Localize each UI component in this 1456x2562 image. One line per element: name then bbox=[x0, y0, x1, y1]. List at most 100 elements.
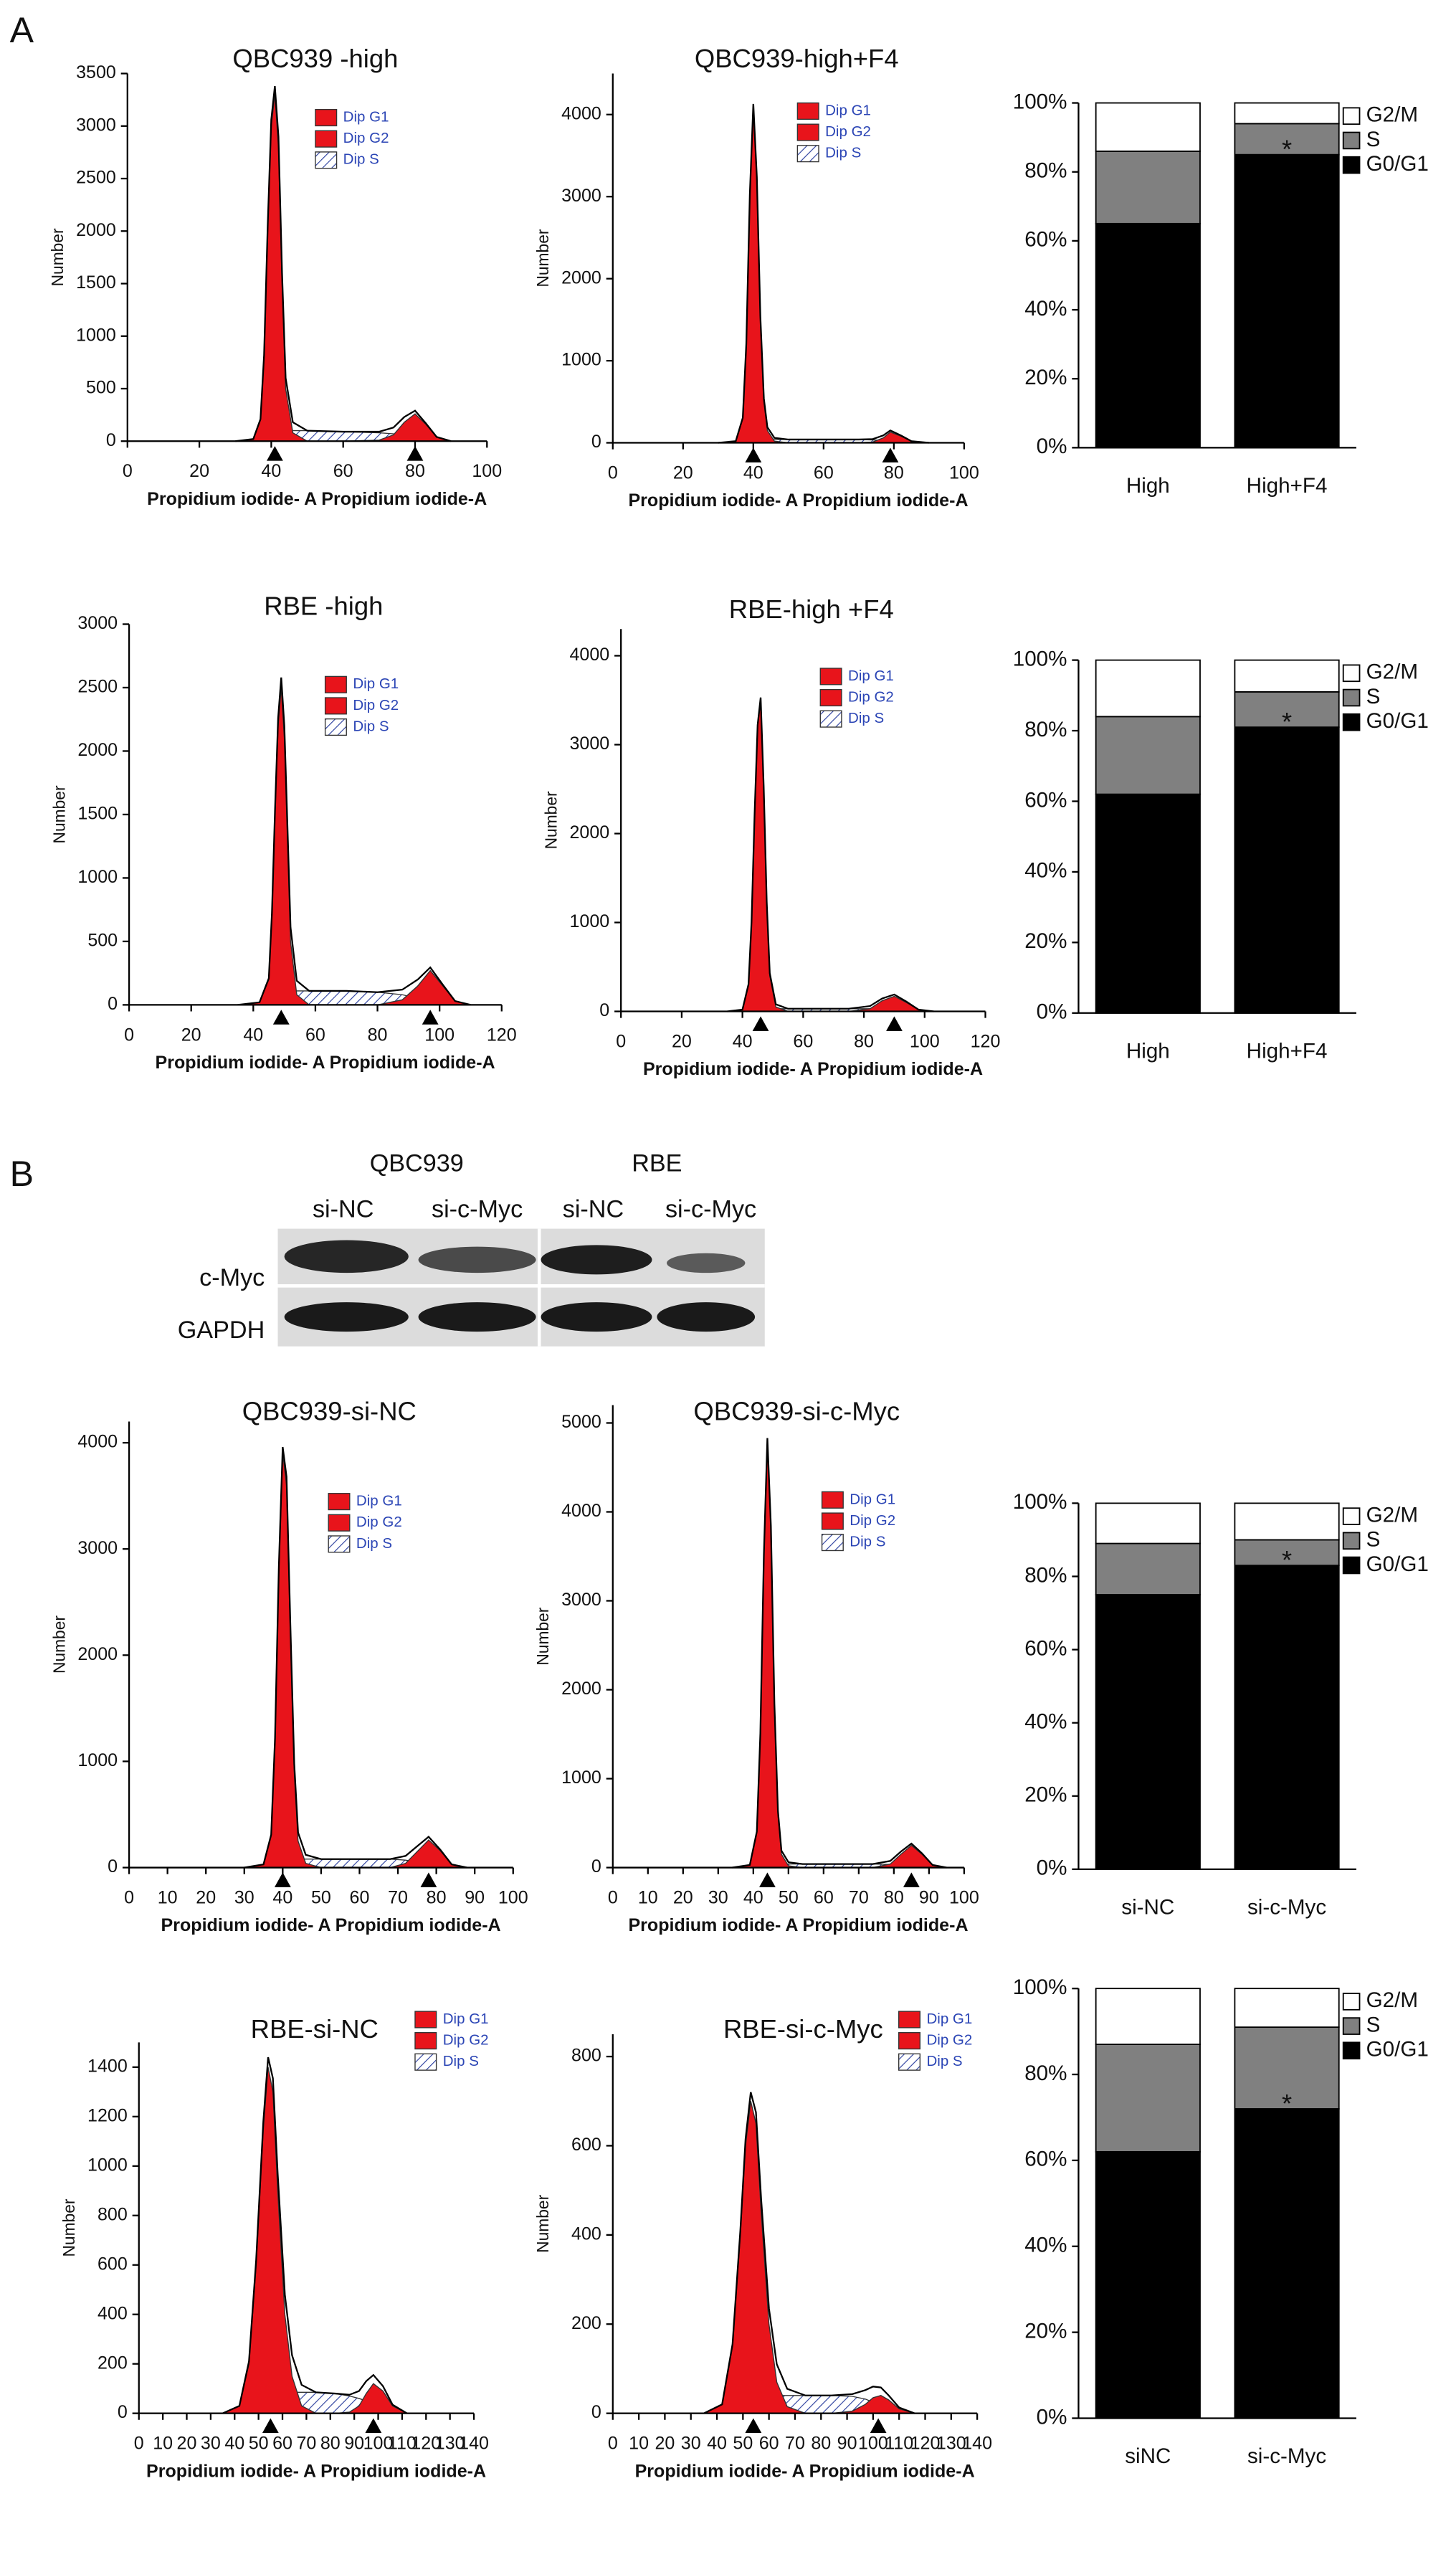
legend-label: Dip G1 bbox=[356, 1493, 402, 1509]
x-tick-label: 20 bbox=[181, 1025, 201, 1045]
bar-segment bbox=[1234, 123, 1340, 156]
chart-title: QBC939-si-c-Myc bbox=[693, 1397, 900, 1426]
x-tick-label: 60 bbox=[759, 2434, 779, 2454]
x-tick-label: 60 bbox=[350, 1887, 370, 1907]
bar-segment bbox=[1095, 2150, 1201, 2419]
legend-label: Dip S bbox=[353, 718, 389, 734]
bar-segment bbox=[1095, 102, 1201, 152]
area bbox=[703, 2101, 915, 2414]
legend-swatch bbox=[324, 675, 347, 693]
legend-swatch bbox=[796, 123, 819, 141]
x-axis-label: Propidium iodide- A Propidium iodide-A bbox=[635, 2461, 975, 2481]
blot-lane: si-NC bbox=[313, 1196, 373, 1223]
x-tick-label: 100 bbox=[858, 2434, 888, 2454]
peak-marker bbox=[745, 447, 762, 462]
legend-label: Dip G2 bbox=[356, 1514, 402, 1530]
y-tick-label: 5000 bbox=[561, 1412, 601, 1432]
y-tick-label: 80% bbox=[1024, 1563, 1067, 1587]
bar-segment bbox=[1095, 2044, 1201, 2153]
blot-band bbox=[284, 1302, 409, 1332]
x-tick-label: 130 bbox=[435, 2434, 465, 2454]
x-tick-label: 70 bbox=[388, 1887, 408, 1907]
bar-segment bbox=[1234, 1988, 1340, 2029]
y-tick-label: 2500 bbox=[77, 677, 118, 697]
y-tick-label: 3000 bbox=[76, 115, 116, 135]
y-tick-label: 60% bbox=[1024, 228, 1067, 252]
blot-band bbox=[284, 1240, 409, 1273]
significance-mark: * bbox=[1282, 135, 1292, 164]
y-axis-label: Number bbox=[533, 1607, 552, 1665]
bar-segment bbox=[1234, 153, 1340, 449]
chart-title: QBC939 -high bbox=[232, 44, 398, 73]
y-tick-label: 20% bbox=[1024, 366, 1067, 389]
area bbox=[222, 2067, 407, 2414]
x-tick-label: 80 bbox=[854, 1031, 874, 1051]
x-tick-label: 50 bbox=[311, 1887, 331, 1907]
x-tick-label: 90 bbox=[919, 1887, 939, 1907]
legend-label: Dip G1 bbox=[443, 2011, 489, 2027]
legend-swatch bbox=[1342, 156, 1361, 174]
x-tick-label: 40 bbox=[261, 461, 281, 481]
y-tick-label: 1000 bbox=[77, 867, 118, 887]
x-tick-label: 120 bbox=[910, 2434, 941, 2454]
x-tick-label: 40 bbox=[743, 1887, 763, 1907]
x-tick-label: 80 bbox=[427, 1887, 447, 1907]
x-tick-label: 20 bbox=[655, 2434, 675, 2454]
legend-label: Dip G2 bbox=[926, 2032, 972, 2049]
y-tick-label: 400 bbox=[97, 2303, 128, 2323]
y-tick-label: 100% bbox=[1013, 1490, 1067, 1514]
x-tick-label: 60 bbox=[333, 461, 353, 481]
bar-segment bbox=[1234, 691, 1340, 729]
y-tick-label: 1200 bbox=[87, 2105, 128, 2125]
legend-swatch bbox=[315, 151, 338, 169]
y-tick-label: 20% bbox=[1024, 2319, 1067, 2343]
legend-label: Dip G2 bbox=[825, 123, 871, 140]
y-tick-label: 500 bbox=[87, 931, 118, 951]
chart-title: QBC939-si-NC bbox=[242, 1397, 417, 1426]
blot-lane: si-NC bbox=[563, 1196, 624, 1223]
peak-marker bbox=[759, 1872, 776, 1887]
legend-label: Dip G1 bbox=[926, 2011, 972, 2027]
peak-marker bbox=[267, 446, 283, 461]
blot-row-label: GAPDH bbox=[178, 1316, 265, 1344]
legend-swatch bbox=[328, 1493, 351, 1511]
x-tick-label: 80 bbox=[884, 462, 904, 483]
x-tick-label: 0 bbox=[123, 461, 133, 481]
blot bbox=[277, 1228, 765, 1347]
legend-swatch bbox=[819, 710, 842, 728]
x-tick-label: 40 bbox=[272, 1887, 292, 1907]
peak-marker bbox=[365, 2418, 382, 2433]
y-tick-label: 500 bbox=[86, 378, 116, 398]
y-tick-label: 0 bbox=[591, 1856, 601, 1877]
total-outline bbox=[732, 1438, 947, 1869]
x-tick-label: 50 bbox=[733, 2434, 753, 2454]
legend-label: Dip G2 bbox=[343, 130, 389, 146]
legend-label: G2/M bbox=[1366, 660, 1418, 684]
x-axis-label: Propidium iodide- A Propidium iodide-A bbox=[147, 489, 487, 509]
x-tick-label: 110 bbox=[388, 2434, 417, 2454]
legend-swatch bbox=[1342, 1993, 1361, 2011]
legend-label: G0/G1 bbox=[1366, 709, 1429, 733]
y-tick-label: 1000 bbox=[561, 1768, 601, 1788]
legend-swatch bbox=[1342, 1532, 1361, 1550]
legend-swatch bbox=[1342, 1507, 1361, 1525]
y-tick-label: 3000 bbox=[561, 1590, 601, 1610]
y-tick-label: 2000 bbox=[569, 822, 609, 843]
y-tick-label: 1000 bbox=[87, 2155, 128, 2175]
bar-segment bbox=[1234, 1565, 1340, 1870]
legend-swatch bbox=[821, 1491, 844, 1509]
legend-label: G0/G1 bbox=[1366, 2038, 1429, 2062]
significance-mark: * bbox=[1282, 1545, 1292, 1575]
y-tick-label: 80% bbox=[1024, 159, 1067, 183]
peak-marker bbox=[422, 1010, 439, 1025]
peak-marker bbox=[420, 1872, 437, 1887]
x-tick-label: 10 bbox=[629, 2434, 649, 2454]
legend-swatch bbox=[1342, 2017, 1361, 2035]
legend-label: Dip G1 bbox=[848, 668, 894, 684]
x-axis-label: Propidium iodide- A Propidium iodide-A bbox=[146, 2461, 486, 2481]
y-tick-label: 40% bbox=[1024, 859, 1067, 883]
legend-label: Dip G1 bbox=[353, 675, 399, 692]
peak-marker bbox=[745, 2418, 762, 2433]
total-outline bbox=[244, 1446, 467, 1869]
